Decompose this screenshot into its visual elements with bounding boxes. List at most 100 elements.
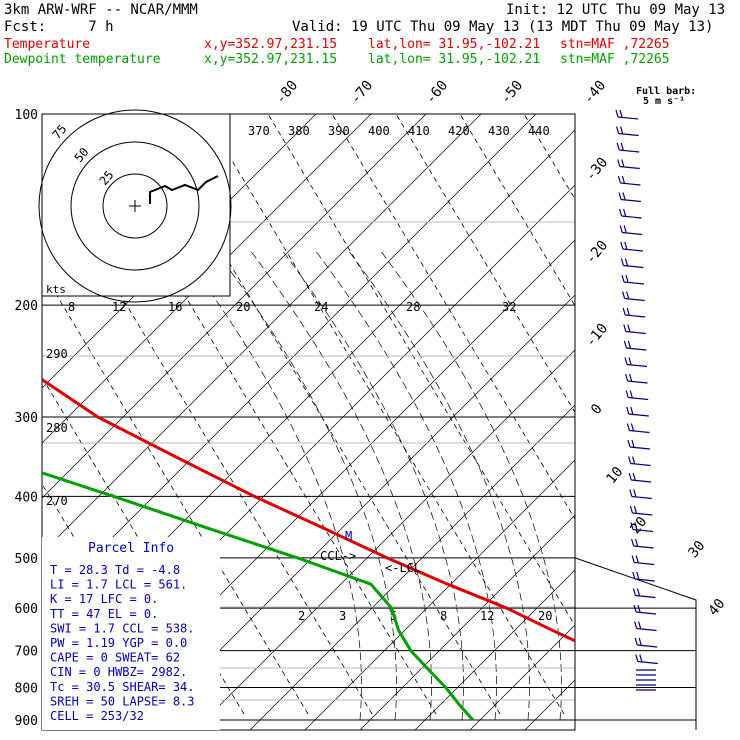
isotherm-label: 20 bbox=[627, 514, 650, 537]
wind-barb-flag bbox=[625, 373, 629, 382]
wind-barb bbox=[619, 165, 640, 170]
wind-barb-flag bbox=[620, 126, 624, 134]
m-marker: M bbox=[345, 529, 352, 543]
wind-barb-flag bbox=[638, 621, 642, 629]
wind-barb bbox=[620, 182, 641, 186]
wind-barb bbox=[625, 314, 646, 318]
wind-barb bbox=[627, 380, 648, 384]
theta-label: 440 bbox=[528, 124, 550, 138]
wind-barb-flag bbox=[636, 571, 640, 580]
wind-barb-flag bbox=[620, 142, 624, 151]
dewpoint-profile bbox=[42, 471, 475, 721]
wind-barb bbox=[633, 545, 654, 549]
hodograph-ring bbox=[102, 173, 168, 239]
isotherm-label: 40 bbox=[705, 596, 728, 619]
pressure-label-800: 800 bbox=[15, 682, 38, 697]
wind-barb-flag bbox=[629, 489, 633, 497]
wind-barb bbox=[632, 528, 654, 533]
theta-label: 370 bbox=[248, 124, 270, 138]
wind-barb bbox=[637, 660, 658, 665]
wind-barb-flag bbox=[621, 175, 625, 184]
moist-adiabat-line bbox=[347, 249, 530, 721]
wind-barb bbox=[626, 363, 648, 368]
parcel-info-title: Parcel Info bbox=[88, 541, 174, 556]
isotherm-label: -80 bbox=[273, 78, 302, 108]
wind-barb bbox=[621, 215, 642, 219]
dry-adiabat-line bbox=[304, 459, 575, 730]
wind-barb-flag bbox=[622, 192, 626, 200]
legend-temperature: Temperature bbox=[4, 37, 91, 52]
mixing-ratio-lower-label: 3 bbox=[339, 609, 346, 623]
isotherm-line bbox=[395, 114, 575, 414]
wind-barb-flag bbox=[616, 126, 620, 134]
moist-adiabat-line bbox=[214, 249, 397, 721]
wind-barb-flag bbox=[622, 291, 626, 299]
isotherm-label: 10 bbox=[603, 464, 626, 487]
wind-barb-flag bbox=[626, 307, 630, 316]
pressure-label-400: 400 bbox=[15, 490, 38, 505]
hodograph-units: kts bbox=[46, 283, 66, 296]
wind-barb bbox=[622, 231, 643, 236]
wind-barb-flag bbox=[629, 505, 633, 514]
model-title: 3km ARW-WRF -- NCAR/MMM bbox=[4, 2, 198, 18]
isotherm-line bbox=[331, 114, 575, 520]
ccl-marker: CCL-> bbox=[320, 549, 356, 563]
wind-barb-flag bbox=[631, 439, 635, 448]
wind-barb bbox=[624, 297, 645, 302]
wind-barb bbox=[635, 594, 656, 599]
pressure-label-600: 600 bbox=[15, 602, 38, 617]
wind-barb bbox=[620, 198, 642, 203]
wind-barb-flag bbox=[636, 588, 640, 596]
theta-label: 410 bbox=[408, 124, 430, 138]
wind-barb bbox=[629, 446, 651, 450]
parcel-info-row: CIN = 0 HWBZ= 2982. bbox=[50, 665, 187, 679]
wind-barb bbox=[628, 413, 649, 417]
theta-label: 400 bbox=[368, 124, 390, 138]
parcel-info-row: PW = 1.19 YGP = 0.0 bbox=[50, 636, 187, 650]
pressure-label-500: 500 bbox=[15, 552, 38, 567]
theta-label: 430 bbox=[488, 124, 510, 138]
wind-barbs bbox=[615, 109, 658, 691]
wind-barb bbox=[622, 248, 643, 252]
wind-barb-flag bbox=[633, 604, 637, 613]
wind-barb-flag bbox=[625, 274, 629, 283]
hodograph-frame bbox=[41, 113, 231, 297]
wind-barb-flag bbox=[628, 472, 632, 481]
valid-time: Valid: 19 UTC Thu 09 May 13 (13 MDT Thu … bbox=[292, 19, 714, 35]
barb-legend-line2: 5 m s⁻¹ bbox=[643, 96, 685, 107]
dry-adiabat-line bbox=[580, 0, 740, 730]
wind-barb-flag bbox=[624, 357, 628, 365]
wind-barb-flag bbox=[632, 456, 636, 464]
mixing-ratio-lower-label: 8 bbox=[440, 609, 447, 623]
isotherm-line bbox=[203, 114, 565, 715]
dry-adiabat-line bbox=[690, 0, 740, 730]
location-xy-temp: x,y=352.97,231.15 bbox=[204, 37, 338, 52]
wind-barb-flag bbox=[625, 390, 629, 398]
wind-barb-flag bbox=[620, 241, 624, 250]
wind-barb bbox=[630, 462, 651, 467]
wind-barb bbox=[625, 330, 646, 335]
mixing-ratio-label: 12 bbox=[112, 300, 126, 314]
pressure-label-700: 700 bbox=[15, 645, 38, 660]
mixing-ratio-lower-label: 20 bbox=[538, 609, 552, 623]
wind-barb bbox=[617, 116, 639, 120]
mixing-ratio-label: 32 bbox=[502, 300, 516, 314]
dry-adiabat-line bbox=[42, 114, 317, 389]
dry-adiabat-label: 290 bbox=[46, 347, 68, 361]
isotherm-label: 0 bbox=[588, 401, 606, 418]
wind-barb-flag bbox=[623, 324, 627, 332]
wind-barb-flag bbox=[623, 340, 627, 349]
hodograph-ring bbox=[38, 109, 232, 303]
wind-barb-flag bbox=[622, 307, 626, 316]
moist-adiabat-line bbox=[281, 249, 464, 721]
pressure-label-200: 200 bbox=[15, 299, 38, 314]
wind-barb-flag bbox=[637, 604, 641, 613]
mixing-ratio-label: 24 bbox=[314, 300, 328, 314]
hodograph-trace bbox=[149, 175, 219, 204]
dry-adiabat-line bbox=[249, 404, 575, 730]
wind-barb-flag bbox=[617, 175, 621, 184]
parcel-info-row: CELL = 253/32 bbox=[50, 709, 144, 723]
wind-barb bbox=[637, 644, 658, 648]
dry-adiabat-line bbox=[42, 114, 427, 499]
